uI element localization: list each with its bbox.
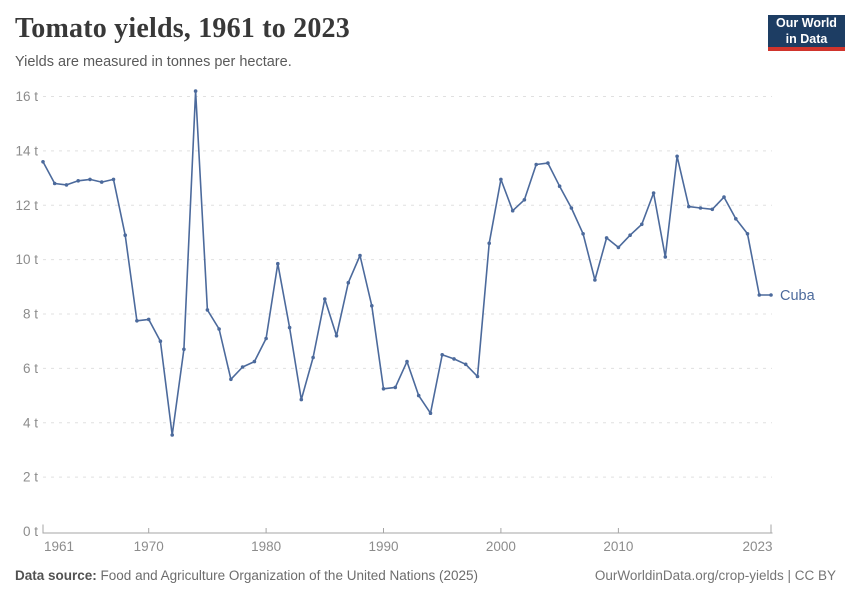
data-point	[710, 207, 715, 212]
data-point	[299, 397, 304, 402]
data-point	[499, 177, 503, 182]
data-point	[593, 278, 597, 282]
x-axis-tick-label: 2023	[742, 539, 772, 554]
data-point	[252, 359, 257, 364]
data-point	[76, 179, 80, 183]
data-point	[452, 357, 456, 361]
data-point	[41, 160, 45, 164]
x-axis-tick-label: 1980	[251, 539, 281, 554]
data-point	[123, 233, 127, 237]
y-axis-tick-label: 16 t	[15, 89, 38, 104]
y-axis-tick-label: 2 t	[23, 470, 38, 485]
data-point	[193, 89, 198, 93]
data-point	[534, 162, 538, 167]
data-point	[64, 183, 69, 187]
page-title: Tomato yields, 1961 to 2023	[15, 13, 350, 44]
data-point	[698, 206, 703, 210]
data-point	[604, 236, 609, 240]
data-point	[346, 280, 351, 285]
series-label: Cuba	[780, 288, 816, 304]
y-axis-tick-label: 4 t	[23, 415, 38, 430]
data-point	[675, 154, 679, 159]
data-point	[722, 195, 726, 199]
y-axis-tick-label: 10 t	[15, 252, 38, 267]
data-point	[88, 177, 92, 182]
data-point	[522, 198, 527, 202]
license-link[interactable]: OurWorldinData.org/crop-yields | CC BY	[594, 568, 836, 583]
data-point	[182, 347, 186, 352]
data-point	[99, 180, 104, 184]
data-point	[334, 334, 339, 338]
x-axis-tick-label: 2010	[603, 539, 633, 554]
data-point	[264, 336, 268, 341]
data-point	[393, 385, 398, 390]
cuba-yield-line	[42, 90, 772, 436]
y-axis-tick-label: 12 t	[15, 198, 38, 213]
data-point	[463, 362, 468, 367]
data-point	[757, 293, 762, 297]
x-axis-tick-label: 1970	[134, 539, 164, 554]
chart-subtitle: Yields are measured in tonnes per hectar…	[15, 54, 292, 70]
data-point	[487, 241, 492, 246]
data-point	[663, 255, 668, 259]
y-axis-tick-label: 14 t	[15, 143, 38, 158]
data-source: Data source: Food and Agriculture Organi…	[15, 568, 478, 583]
data-point	[581, 232, 585, 236]
data-point	[287, 325, 292, 330]
data-point	[170, 433, 174, 437]
data-point	[569, 206, 574, 210]
x-axis-tick-label: 2000	[486, 539, 516, 554]
data-point	[158, 339, 163, 344]
data-point	[687, 204, 691, 209]
data-point	[52, 181, 57, 186]
data-point	[311, 355, 315, 360]
data-point	[475, 374, 480, 379]
data-source-text: Food and Agriculture Organization of the…	[100, 568, 479, 583]
owid-logo-line2: in Data	[785, 32, 828, 46]
data-point	[628, 233, 632, 237]
data-point	[323, 297, 327, 301]
data-point	[734, 217, 738, 221]
data-point	[651, 191, 656, 195]
data-point	[557, 184, 562, 188]
footer: Data source: Food and Agriculture Organi…	[15, 568, 836, 583]
owid-logo-line1: Our World	[776, 16, 837, 30]
data-point	[440, 353, 445, 357]
data-point	[546, 161, 550, 165]
data-point	[428, 411, 433, 416]
data-point	[240, 365, 245, 369]
data-point	[111, 177, 116, 182]
data-point	[276, 261, 280, 266]
y-axis-tick-label: 6 t	[23, 361, 38, 376]
data-point	[135, 319, 139, 323]
y-axis-tick-label: 8 t	[23, 307, 38, 322]
data-point	[510, 208, 515, 213]
data-point	[146, 317, 151, 322]
data-point	[405, 359, 409, 364]
data-point	[217, 327, 221, 331]
owid-logo: Our World in Data	[768, 15, 845, 51]
data-point	[416, 393, 421, 398]
data-source-label: Data source:	[15, 568, 97, 583]
data-point	[370, 304, 374, 308]
data-point	[381, 387, 386, 391]
data-point	[616, 245, 621, 250]
x-axis-tick-label: 1990	[368, 539, 398, 554]
data-point	[229, 377, 233, 382]
x-axis-tick-label: 1961	[44, 539, 74, 554]
y-axis-tick-label: 0 t	[23, 524, 38, 539]
data-point	[205, 308, 210, 312]
data-point	[769, 293, 773, 297]
data-point	[745, 232, 750, 236]
data-point	[640, 222, 644, 227]
data-point	[358, 253, 362, 258]
